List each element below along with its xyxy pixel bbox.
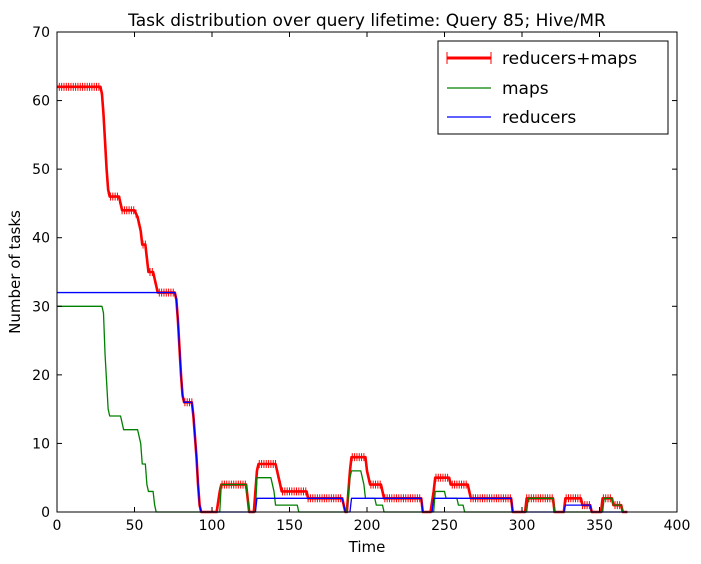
series-line-reducers <box>57 291 628 513</box>
x-tick-label: 300 <box>509 518 536 534</box>
y-axis-label: Number of tasks <box>6 210 24 334</box>
y-tick-label: 20 <box>32 368 50 384</box>
x-tick-label: 50 <box>126 518 144 534</box>
x-tick-label: 400 <box>664 518 691 534</box>
ticks-layer: 0 50 100 150 200 250 300 350 400 0 10 20 30 40 50 60 70 <box>32 25 690 534</box>
y-tick-label: 50 <box>32 162 50 178</box>
y-tick-label: 10 <box>32 436 50 452</box>
x-tick-label: 250 <box>431 518 458 534</box>
x-tick-label: 0 <box>53 518 62 534</box>
legend-entry-reducers: reducers <box>447 108 576 128</box>
legend-label-maps: maps <box>502 79 549 99</box>
legend: reducers+maps maps reducers <box>437 40 669 135</box>
y-tick-label: 70 <box>32 25 50 41</box>
y-tick-label: 30 <box>32 299 50 315</box>
x-axis-label: Time <box>348 538 386 556</box>
x-tick-label: 150 <box>276 518 303 534</box>
legend-entry-maps: maps <box>447 79 549 99</box>
y-tick-label: 40 <box>32 231 50 247</box>
legend-entry-reducers-maps: reducers+maps <box>446 49 637 69</box>
x-tick-label: 350 <box>586 518 613 534</box>
x-tick-label: 200 <box>354 518 381 534</box>
y-tick-label: 60 <box>32 94 50 110</box>
legend-label-reducers: reducers <box>502 108 576 128</box>
x-tick-label: 100 <box>199 518 226 534</box>
legend-label-reducers-maps: reducers+maps <box>502 49 637 69</box>
y-tick-label: 0 <box>41 505 50 521</box>
chart-title: Task distribution over query lifetime: Q… <box>127 11 606 31</box>
series-reducers <box>57 291 628 513</box>
